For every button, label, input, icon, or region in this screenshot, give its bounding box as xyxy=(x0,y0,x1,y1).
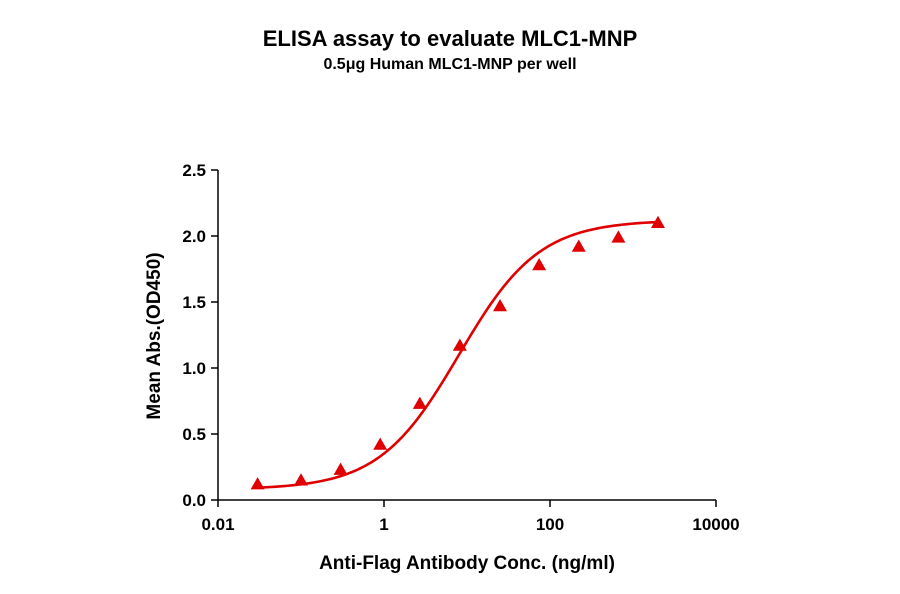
data-point-triangle xyxy=(294,473,308,486)
x-tick-label: 0.01 xyxy=(201,515,234,534)
data-point-triangle xyxy=(532,258,547,271)
data-point-triangle xyxy=(611,230,626,243)
chart-title: ELISA assay to evaluate MLC1-MNP xyxy=(262,26,638,51)
data-point-triangle xyxy=(333,462,348,475)
data-point-triangle xyxy=(373,437,388,450)
data-point-triangle xyxy=(452,338,467,351)
data-point-triangle xyxy=(412,396,427,409)
fit-curve xyxy=(257,220,659,489)
data-point-triangle xyxy=(650,215,665,229)
chart-subtitle: 0.5μg Human MLC1-MNP per well xyxy=(323,56,577,73)
x-axis-title: Anti-Flag Antibody Conc. (ng/ml) xyxy=(319,553,615,574)
y-tick-label: 1.5 xyxy=(182,293,206,312)
y-tick-label: 2.0 xyxy=(182,227,206,246)
y-tick-label: 2.5 xyxy=(182,161,206,180)
data-point-triangle xyxy=(250,477,265,490)
data-point-triangle xyxy=(571,239,586,252)
data-point-triangle xyxy=(493,298,508,312)
x-tick-label: 100 xyxy=(536,515,564,534)
y-ticks: 0.0 0.5 1.0 1.5 2.0 2.5 xyxy=(182,161,218,510)
data-points xyxy=(250,215,665,490)
x-tick-label: 10000 xyxy=(692,515,739,534)
y-axis-title: Mean Abs.(OD450) xyxy=(144,252,165,419)
x-tick-label: 1 xyxy=(379,515,388,534)
y-tick-label: 1.0 xyxy=(182,359,206,378)
y-tick-label: 0.5 xyxy=(182,425,206,444)
x-ticks: 0.01 1 100 10000 xyxy=(201,500,740,534)
y-tick-label: 0.0 xyxy=(182,491,206,510)
